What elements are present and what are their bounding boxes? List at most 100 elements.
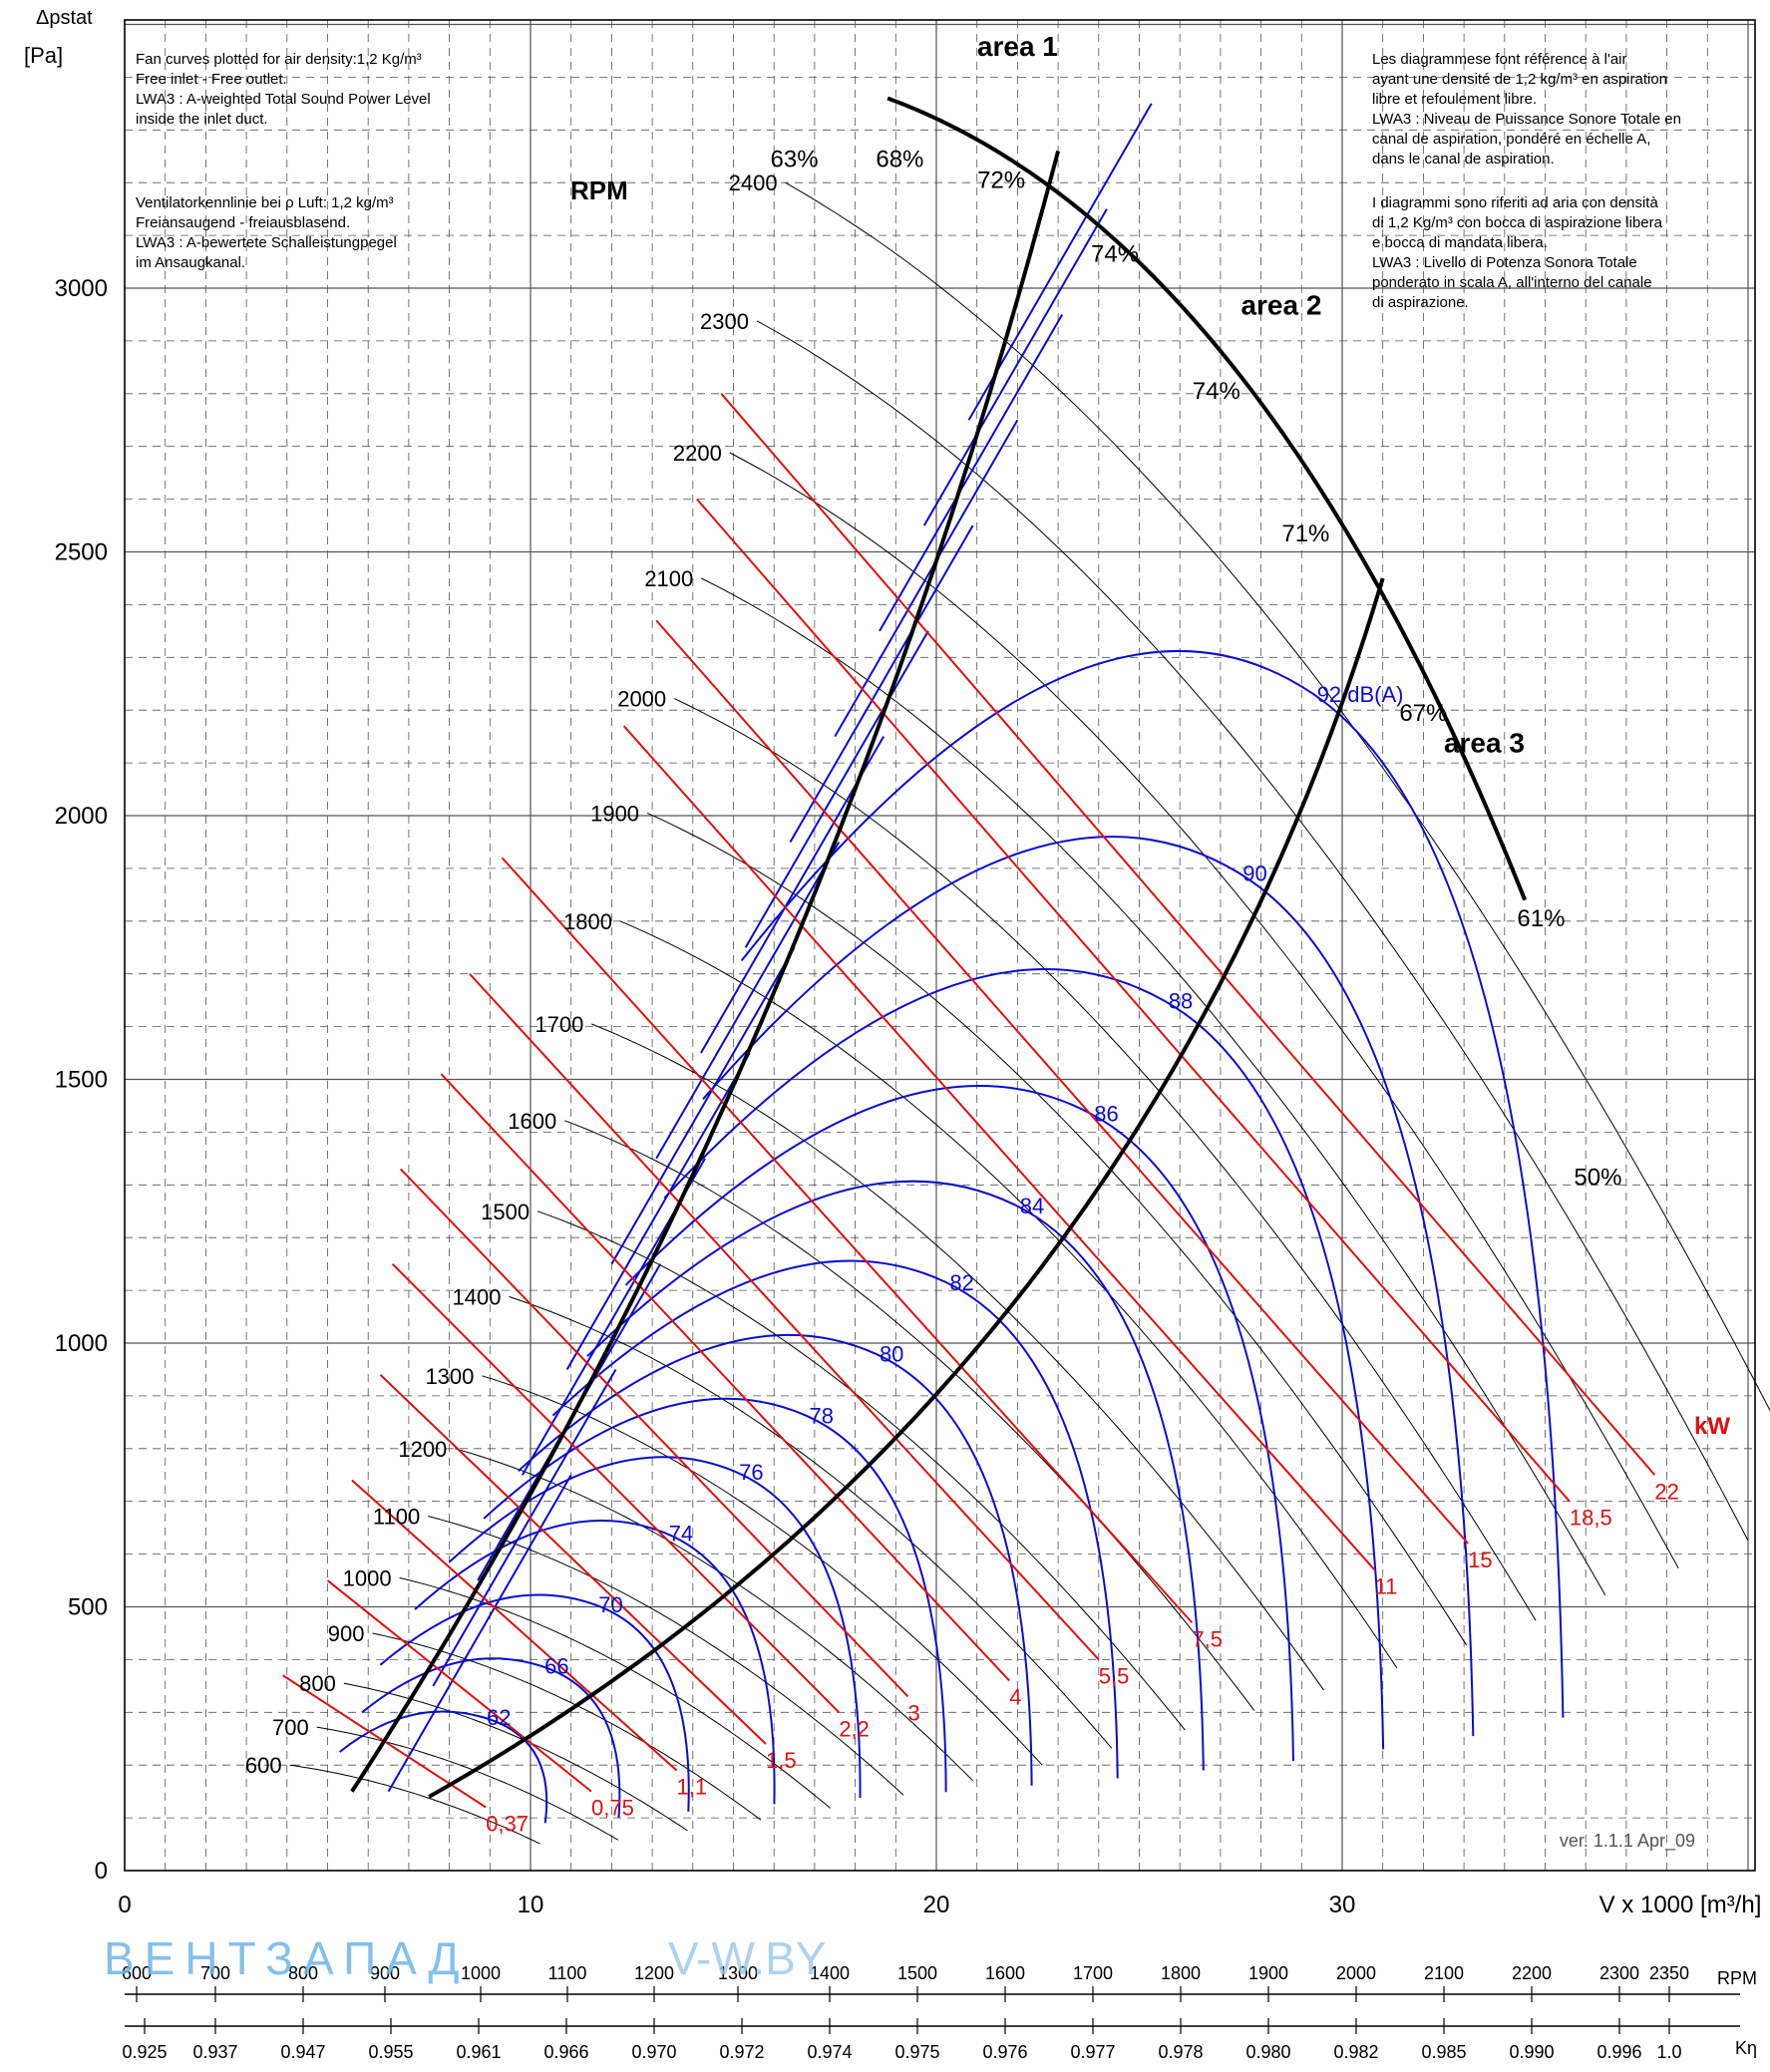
efficiency-label: 67% (1399, 700, 1447, 727)
sound-label: 80 (880, 1342, 903, 1367)
efficiency-label: 71% (1281, 520, 1329, 547)
rpm-label: 1800 (563, 909, 612, 934)
rpm-label: 1600 (508, 1109, 556, 1134)
y-tick-label: 2000 (55, 803, 108, 830)
plot-frame (124, 19, 1756, 1872)
area-curves (350, 96, 1528, 1799)
x-tick-label: 10 (518, 1892, 544, 1918)
power-line (400, 1168, 909, 1698)
note-it-line: e bocca di mandata libera. (1372, 234, 1548, 251)
rpm-scale-label: 700 (200, 1963, 230, 1983)
y-tick-label: 1500 (55, 1067, 108, 1094)
rpm-curve (564, 1120, 1255, 1711)
rpm-label: 1400 (453, 1284, 502, 1309)
rpm-scale-label: 2350 (1649, 1963, 1689, 1983)
note-en-line: Free inlet - Free outlet. (136, 71, 287, 88)
sound-diagonal (922, 208, 1108, 526)
power-label: 2,2 (839, 1716, 870, 1741)
note-de-line: Freiansaugend - freiausblasend. (136, 214, 351, 231)
sound-diagonal (432, 1368, 617, 1687)
efficiency-label: 68% (876, 146, 923, 173)
rpm-curve (646, 812, 1467, 1646)
power-lines (282, 393, 1656, 1809)
note-de-line: im Ansaugkanal. (136, 254, 246, 271)
power-line (379, 1374, 767, 1745)
sound-label: 84 (1020, 1194, 1044, 1218)
sound-diagonal (789, 524, 974, 843)
bottom-scale: 600 700 800 900 1000 1100 1200 1300 1400 1500 1600… (122, 1963, 1757, 2062)
sound-diagonal (565, 1052, 751, 1370)
sound-curve (586, 1180, 1205, 1771)
x-tick-label: 20 (923, 1892, 950, 1918)
rpm-label: 800 (299, 1671, 336, 1696)
rpm-scale-label: 1200 (634, 1963, 674, 1983)
efficiency-label: 74% (1193, 378, 1240, 405)
k-scale-label: 0.982 (1333, 2042, 1378, 2062)
rpm-scale-label: 800 (288, 1963, 318, 1983)
note-it-line: di 1,2 Kg/m³ con bocca di aspirazione li… (1372, 214, 1662, 231)
sound-curve (361, 1657, 621, 1819)
note-fr-line: ayant une densité de 1,2 kg/m³ en aspira… (1372, 71, 1668, 88)
optimum-curve (886, 96, 1528, 901)
sound-label: 92 dB(A) (1317, 682, 1404, 707)
note-it-line: LWA3 : Livello di Potenza Sonora Totale (1372, 254, 1637, 271)
sound-label: 66 (544, 1654, 568, 1679)
efficiency-label: 74% (1091, 241, 1139, 268)
rpm-curve (756, 320, 1749, 1541)
rpm-curve (619, 920, 1398, 1669)
sound-label: 76 (739, 1460, 763, 1485)
chart-grid (125, 20, 1755, 1871)
rpm-scale-label: 1000 (461, 1963, 501, 1983)
rpm-title: RPM (570, 175, 628, 205)
rpm-scale-label: 600 (122, 1963, 152, 1983)
rpm-curve (701, 577, 1606, 1595)
sound-diagonal (610, 946, 796, 1265)
note-fr-line: libre et refoulement libre. (1372, 91, 1538, 108)
y-tick-label: 2500 (55, 539, 108, 566)
rpm-label: 2400 (729, 171, 778, 195)
k-scale-label: 0.970 (631, 2042, 676, 2062)
rpm-label: 1700 (534, 1012, 583, 1037)
note-en-line: inside the inlet duct. (136, 111, 268, 128)
sound-curve (518, 1333, 1033, 1786)
sound-label: 70 (598, 1592, 622, 1617)
sound-diagonal (834, 419, 1019, 738)
rpm-scale-label: 1700 (1073, 1963, 1113, 1983)
rpm-label: 600 (245, 1753, 282, 1778)
chart-axes: 0 500 1000 1500 2000 2500 3000 0 10 20 30 V x 1000 … (55, 19, 1762, 1918)
sound-curve (551, 1259, 1119, 1779)
k-scale-label: 0.937 (192, 2042, 237, 2062)
k-scale-label: 0.955 (368, 2042, 413, 2062)
sound-label: 82 (949, 1270, 973, 1295)
rpm-curve (428, 1516, 904, 1796)
k-scale-label: 0.985 (1421, 2042, 1466, 2062)
k-scale-title: Kη (1735, 2038, 1757, 2058)
k-scale-label: 0.972 (719, 2042, 764, 2062)
k-scale-label: 0.966 (543, 2042, 588, 2062)
rpm-label: 1100 (373, 1505, 420, 1530)
rpm-label: 1500 (481, 1200, 530, 1224)
y-tick-label: 500 (68, 1594, 108, 1621)
power-line (469, 973, 1100, 1661)
power-label: 11 (1375, 1573, 1398, 1598)
y-tick-label: 3000 (55, 275, 108, 302)
sound-label: 90 (1242, 861, 1266, 885)
rpm-label: 1300 (425, 1364, 474, 1389)
rpm-curve (482, 1375, 1043, 1766)
rpm-scale-label: 1800 (1161, 1963, 1201, 1983)
rpm-label: 2300 (700, 309, 749, 334)
sound-curves (339, 103, 1565, 1824)
k-scale-label: 0.996 (1596, 2042, 1641, 2062)
rpm-scale-label: 2300 (1599, 1963, 1639, 1983)
rpm-scale-label: 1400 (810, 1963, 850, 1983)
power-label: 1,5 (766, 1748, 797, 1773)
x-axis-label: V x 1000 [m³/h] (1599, 1892, 1762, 1918)
k-scale-label: 0.978 (1158, 2042, 1203, 2062)
note-fr-line: canal de aspiration, pondéré en échelle … (1372, 131, 1651, 148)
rpm-curve (343, 1682, 688, 1832)
k-scale-label: 1.0 (1656, 2042, 1681, 2062)
rpm-curve (316, 1726, 619, 1841)
sound-diagonal (655, 841, 841, 1160)
rpm-label: 900 (328, 1621, 365, 1646)
sound-label: 88 (1169, 989, 1193, 1014)
